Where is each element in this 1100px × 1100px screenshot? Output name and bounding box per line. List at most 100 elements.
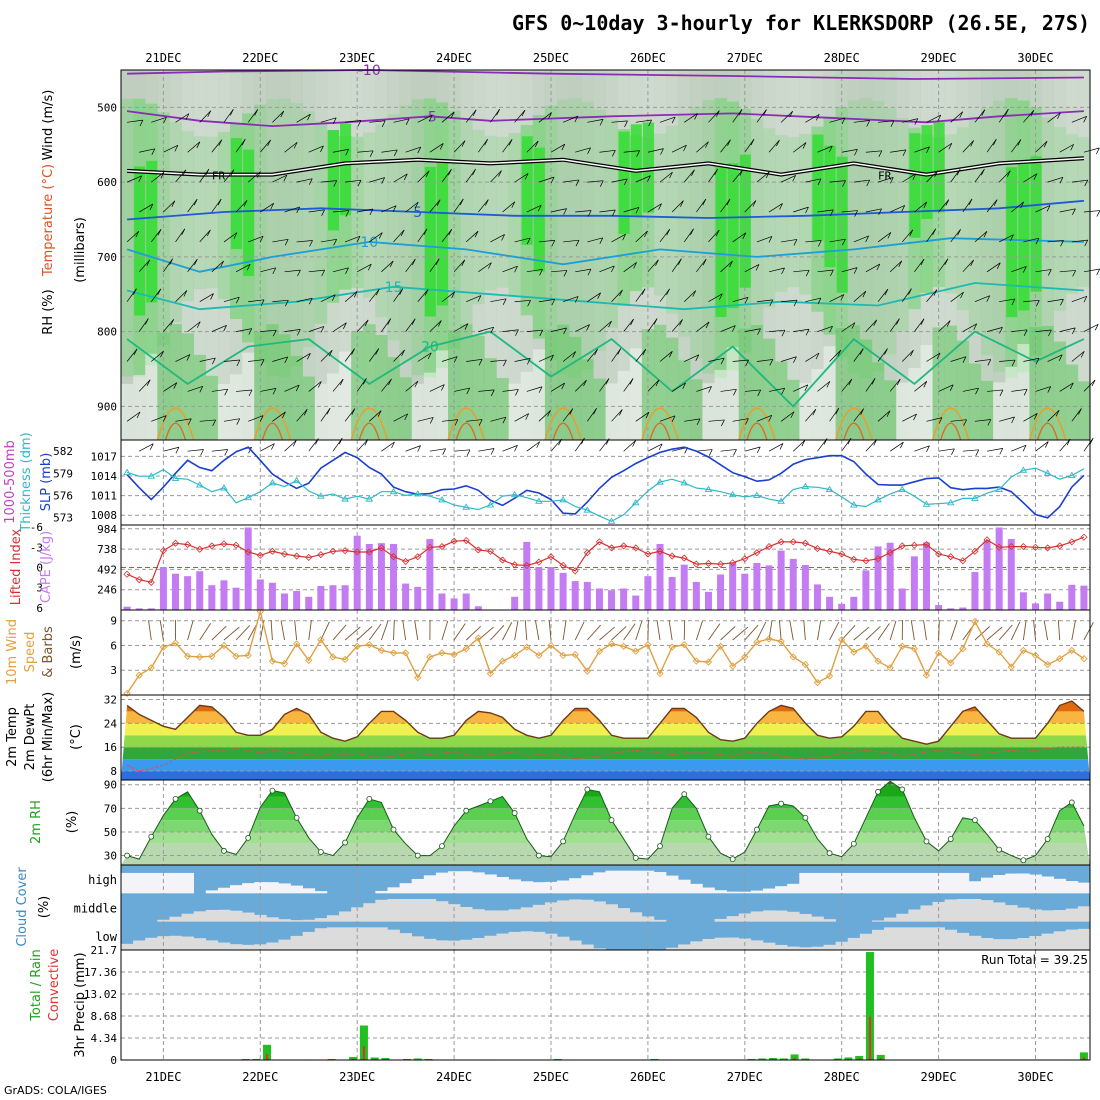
cloud-clear-cell bbox=[423, 899, 437, 922]
rh-band bbox=[956, 127, 970, 311]
wind-barb-flag bbox=[502, 417, 507, 424]
lifted-index-marker bbox=[935, 550, 943, 558]
cape-bar bbox=[426, 539, 434, 610]
wind-barb-flag bbox=[963, 419, 967, 426]
wind-speed-marker bbox=[620, 642, 628, 650]
wind-barb bbox=[1071, 179, 1088, 183]
lifted-index-marker bbox=[511, 561, 519, 569]
wind-barb-flag bbox=[387, 318, 392, 325]
wind-barb bbox=[635, 230, 648, 243]
pressure-tick-label: 900 bbox=[97, 400, 117, 413]
wind-barb bbox=[853, 179, 870, 183]
lifted-index-marker bbox=[959, 557, 967, 565]
wind-barb-flag bbox=[1070, 144, 1074, 151]
wind-barb-flag bbox=[450, 111, 455, 119]
rh-band bbox=[787, 70, 800, 440]
wind-barb-flag bbox=[860, 408, 864, 415]
cloud-clear-cell bbox=[339, 927, 352, 950]
wind-barb-flag bbox=[332, 117, 337, 124]
wind-barb bbox=[344, 235, 361, 243]
wind-speed-marker bbox=[268, 657, 277, 665]
lifted-index-marker bbox=[462, 536, 470, 545]
cloud-clear-cell bbox=[980, 877, 994, 894]
wind-barb bbox=[865, 439, 877, 452]
wind-barb bbox=[817, 381, 831, 392]
lifted-index-marker bbox=[922, 540, 931, 549]
wind-barb bbox=[151, 172, 165, 183]
rh-band bbox=[472, 129, 485, 305]
lifted-index-marker bbox=[692, 560, 700, 568]
precip-unit-label: 3hr Precip (mm) bbox=[73, 952, 88, 1057]
cape-bar bbox=[377, 543, 385, 610]
temp-label-1: 2m Temp bbox=[5, 707, 20, 767]
wind-speed-marker bbox=[934, 649, 943, 657]
cape-bar bbox=[244, 527, 252, 610]
cape-bar bbox=[172, 573, 180, 610]
wind-barb-flag bbox=[563, 270, 568, 277]
wind-barb bbox=[829, 294, 845, 303]
lifted-index-marker bbox=[886, 549, 894, 557]
wind-barb bbox=[1083, 622, 1094, 641]
wind-barb bbox=[308, 438, 319, 452]
temp-band bbox=[121, 771, 1090, 780]
wind-barb bbox=[175, 354, 191, 362]
wind-barb bbox=[623, 440, 636, 452]
wind-barb bbox=[393, 173, 408, 183]
rh-marker bbox=[778, 800, 785, 807]
wind-speed-marker bbox=[159, 643, 168, 651]
wind-speed-marker bbox=[862, 642, 870, 650]
rh-band bbox=[666, 125, 679, 314]
wind-barb bbox=[223, 109, 234, 123]
wind-barb bbox=[659, 351, 673, 362]
rh-band bbox=[448, 110, 461, 349]
wind-barb bbox=[938, 619, 940, 641]
cloud-clear-cell bbox=[738, 891, 752, 894]
wind-barb-flag bbox=[353, 291, 358, 298]
rh-marker bbox=[826, 850, 833, 857]
wind-barb bbox=[623, 378, 634, 392]
top-date-label: 25DEC bbox=[533, 51, 569, 65]
wind-barb-flag bbox=[587, 210, 592, 217]
cloud-clear-cell bbox=[230, 944, 243, 950]
wind-barb-flag bbox=[149, 443, 154, 450]
wind-barb bbox=[926, 417, 943, 422]
wind-barb-flag bbox=[715, 229, 720, 237]
wind-barb-flag bbox=[848, 378, 853, 386]
rh-low-band bbox=[1053, 341, 1067, 440]
convective-bar bbox=[266, 1053, 269, 1060]
isotherm-label: -10 bbox=[358, 63, 381, 79]
wind-barb bbox=[247, 171, 261, 183]
rh-low-band bbox=[1077, 381, 1091, 440]
cape-bar bbox=[898, 588, 906, 610]
wind-barb bbox=[454, 387, 470, 392]
wind-speed-marker bbox=[462, 645, 470, 653]
wind-barb-flag bbox=[160, 351, 164, 358]
wind-barb-flag bbox=[563, 208, 567, 215]
wind-barb-flag bbox=[1033, 173, 1038, 180]
cape-tick-label: 492 bbox=[97, 563, 117, 576]
wind-barb-flag bbox=[369, 150, 374, 157]
wind-barb bbox=[938, 448, 955, 452]
wind-barb-flag bbox=[1023, 389, 1028, 396]
thickness-marker bbox=[413, 490, 422, 497]
wind-barb-flag bbox=[241, 138, 246, 146]
wind-barb-flag bbox=[233, 232, 238, 239]
wind-barb bbox=[1011, 388, 1028, 392]
wind-barb bbox=[853, 120, 870, 123]
wind-barb-flag bbox=[750, 138, 755, 146]
wind-barb-flag bbox=[732, 325, 736, 332]
wind-barb-flag bbox=[926, 445, 930, 452]
wind-barb-flag bbox=[1060, 299, 1064, 306]
wind-barb bbox=[817, 145, 833, 153]
wind-barb bbox=[526, 386, 543, 392]
rh-band bbox=[217, 131, 231, 300]
wind-barb-flag bbox=[525, 413, 529, 420]
isotherm-warm bbox=[843, 422, 865, 441]
rh-high-band bbox=[134, 166, 146, 316]
cloud-clear-cell bbox=[557, 936, 570, 950]
wind-barb bbox=[986, 199, 998, 213]
wind-barb bbox=[502, 265, 518, 273]
cloud-clear-cell bbox=[823, 919, 836, 922]
wind-barb bbox=[708, 293, 723, 303]
